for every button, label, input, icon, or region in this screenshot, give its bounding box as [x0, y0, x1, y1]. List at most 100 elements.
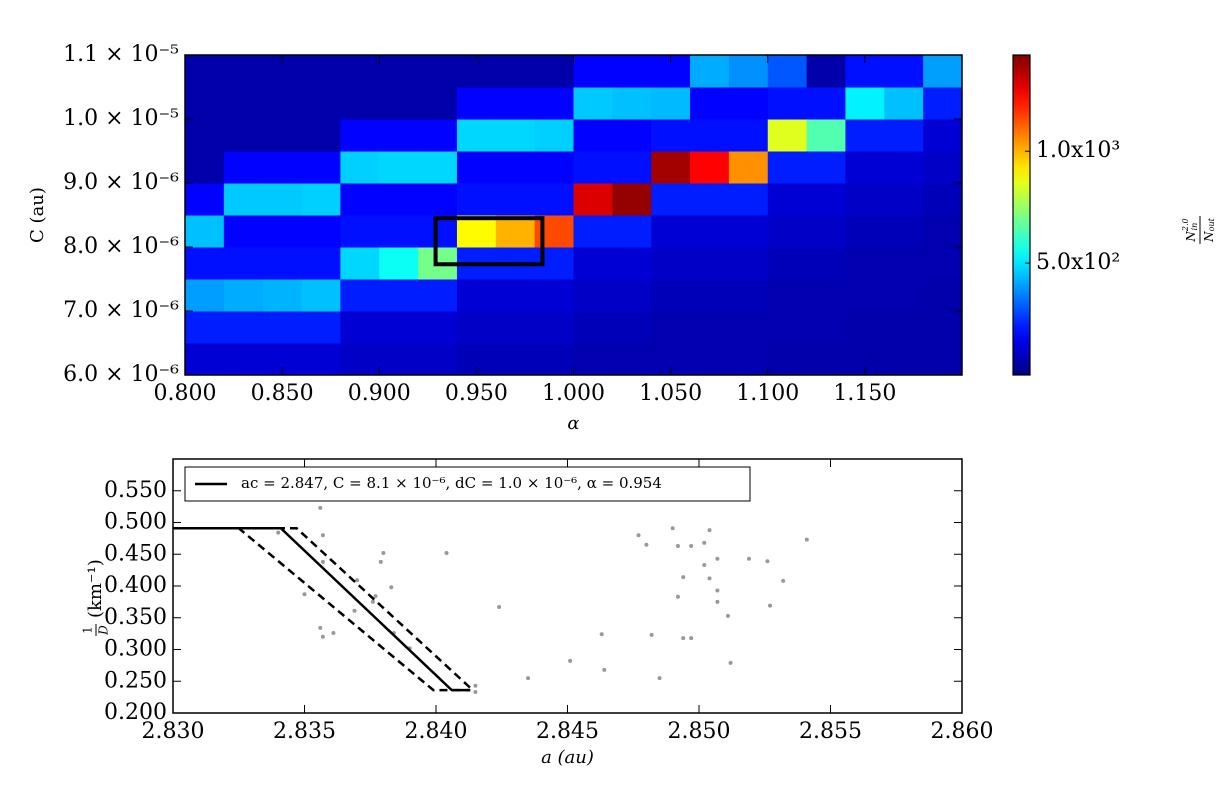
colorbar-label-numerator: N2.0in [1181, 218, 1199, 242]
heatmap-cell [651, 311, 691, 344]
heatmap-cell [573, 119, 613, 152]
scatter-point [707, 528, 712, 533]
heatmap-cell [340, 87, 380, 120]
heatmap-cell [340, 279, 380, 312]
heatmap-cell [223, 311, 264, 344]
y-tick-label: 7.0 × 10⁻⁶ [63, 298, 179, 323]
heatmap-cell [185, 119, 225, 152]
heatmap-cell [379, 247, 419, 280]
heatmap-cell [923, 343, 963, 376]
heatmap-cell [767, 215, 808, 248]
scatter-point [276, 530, 281, 535]
heatmap-cell [534, 151, 574, 184]
heatmap-cell [728, 183, 769, 216]
scatter-point [675, 594, 680, 599]
heatmap-cell [418, 279, 458, 312]
heatmap-cell [806, 215, 846, 248]
heatmap-cell [573, 55, 613, 88]
heatmap-cell [728, 151, 769, 184]
scatter-point [681, 575, 686, 580]
scatter-point [318, 505, 323, 510]
x-tick-label: 0.800 [154, 381, 217, 406]
heatmap-cell [884, 279, 924, 312]
heatmap-cell [495, 151, 536, 184]
scatter-point [702, 563, 707, 568]
heatmap-cell [495, 183, 536, 216]
y-tick-label: 1.0 × 10⁻⁵ [63, 106, 179, 131]
heatmap-cell [185, 55, 225, 88]
heatmap-cell [534, 279, 574, 312]
scatter-point [373, 594, 378, 599]
heatmap-cell [923, 311, 963, 344]
heatmap-cell [612, 279, 652, 312]
heatmap-cell [379, 119, 419, 152]
heatmap-cell [806, 151, 846, 184]
scatter-point [320, 533, 325, 538]
heatmap-cell [767, 151, 808, 184]
heatmap-cell [767, 55, 808, 88]
heatmap-cell [301, 215, 341, 248]
heatmap-cell [573, 279, 613, 312]
heatmap-cell [301, 343, 341, 376]
scatter-point [318, 625, 323, 630]
heatmap-cell [340, 119, 380, 152]
heatmap-cell [728, 343, 769, 376]
heatmap-cell [728, 119, 769, 152]
heatmap-cell [806, 183, 846, 216]
colorbar [1012, 54, 1031, 376]
scatter-point [689, 636, 694, 641]
heatmap-cell [301, 119, 341, 152]
heatmap-cell [845, 311, 885, 344]
y-tick-label: 1.1 × 10⁻⁵ [63, 42, 179, 67]
heatmap-cell [923, 215, 963, 248]
heatmap-cell [262, 215, 303, 248]
heatmap-cell [379, 311, 419, 344]
x-tick-label: 2.830 [142, 719, 205, 744]
heatmap-cell [262, 151, 303, 184]
heatmap-cell [845, 279, 885, 312]
scatter-point [355, 578, 360, 583]
heatmap-cell [923, 119, 963, 152]
x-tick-label: 2.845 [536, 719, 599, 744]
heatmap-cell [340, 215, 380, 248]
heatmap-cell [845, 183, 885, 216]
heatmap-cell [923, 279, 963, 312]
heatmap-cell [884, 215, 924, 248]
heatmap-cell [223, 183, 264, 216]
heatmap-cell [612, 55, 652, 88]
legend-box [184, 466, 751, 502]
y-tick-label: 0.350 [104, 605, 167, 630]
heatmap-cell [340, 151, 380, 184]
x-axis-label: α [567, 413, 579, 434]
heatmap-cell [845, 215, 885, 248]
heatmap-cell [845, 247, 885, 280]
heatmap-cell [379, 343, 419, 376]
y-tick-label: 0.250 [104, 668, 167, 693]
y-axis-label: C (au) [27, 187, 48, 243]
heatmap-cell [767, 279, 808, 312]
heatmap-cell [573, 311, 613, 344]
heatmap-cell [301, 151, 341, 184]
heatmap-cell [340, 55, 380, 88]
heatmap-cell [651, 215, 691, 248]
heatmap-cell [884, 119, 924, 152]
heatmap-cell [379, 279, 419, 312]
heatmap-cell [690, 279, 730, 312]
scatter-point [389, 585, 394, 590]
heatmap-cell [573, 183, 613, 216]
heatmap-cell [690, 55, 730, 88]
scatter-point [320, 634, 325, 639]
heatmap-cell [456, 183, 497, 216]
scatter-point [302, 592, 307, 597]
scatter-point [644, 542, 649, 547]
heatmap-cell [923, 55, 963, 88]
sub: out [1207, 217, 1216, 231]
heatmap-cell [185, 279, 225, 312]
heatmap-cell [690, 87, 730, 120]
heatmap-cell [262, 119, 303, 152]
heatmap-cell [534, 311, 574, 344]
heatmap-cell [456, 215, 497, 248]
heatmap-cell [573, 343, 613, 376]
n: N [1184, 231, 1198, 243]
heatmap-cell [262, 183, 303, 216]
